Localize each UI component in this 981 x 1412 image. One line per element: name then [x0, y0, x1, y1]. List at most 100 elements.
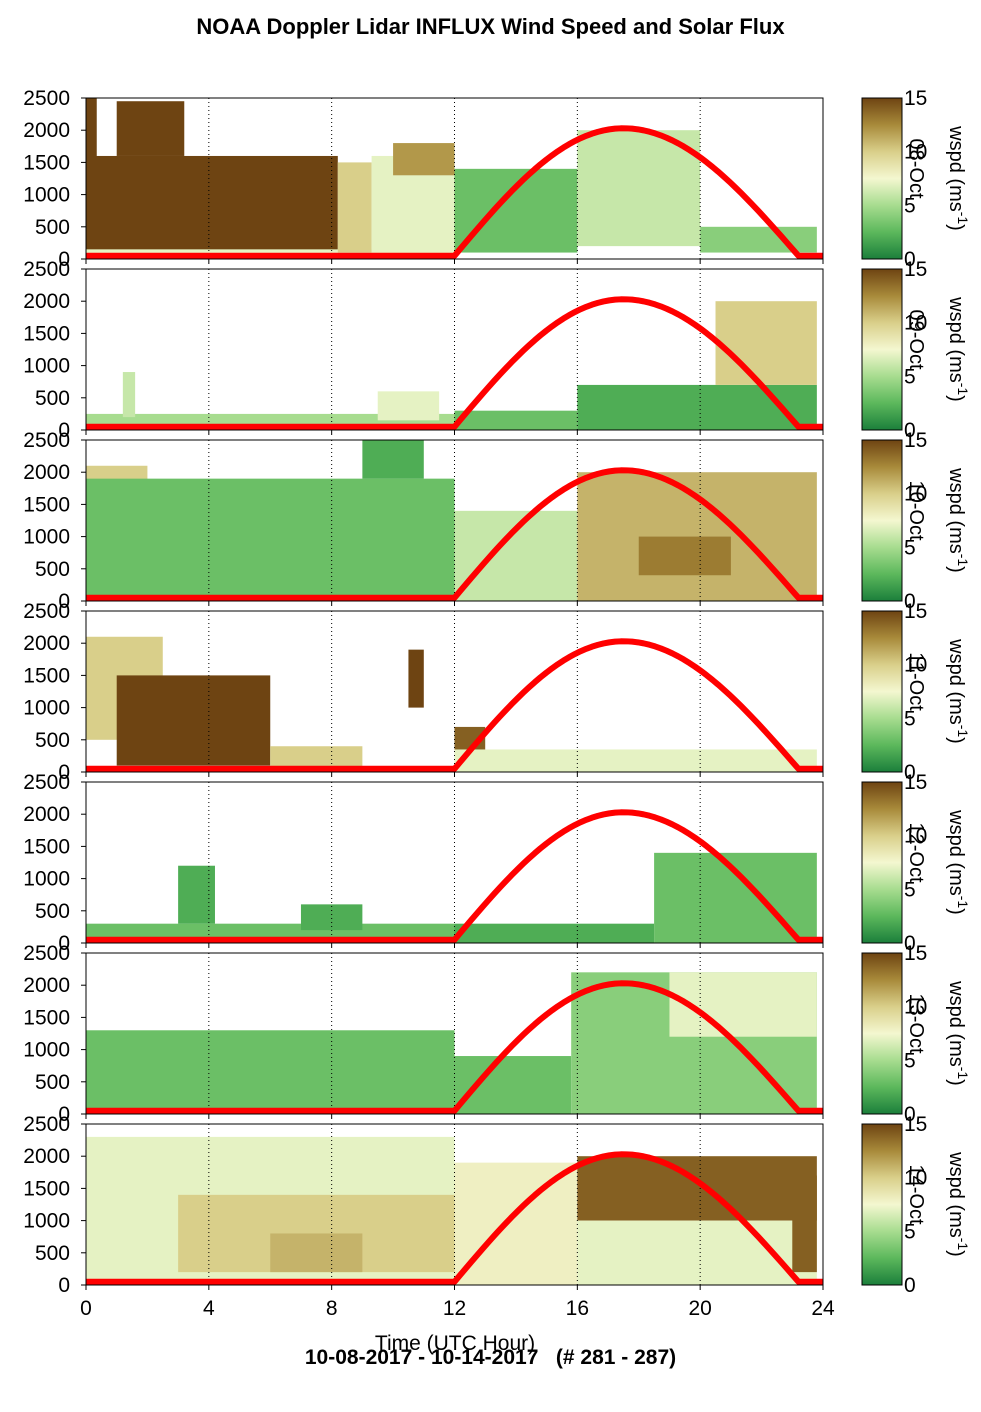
colorbar-tick-label: 0 — [904, 1274, 916, 1297]
panel-14-Oct: 0 500 1000 1500 2000 2500 0 5 10 15 14-Oct wspd (ms… — [23, 1113, 971, 1297]
day-label: 08-Oct — [905, 138, 927, 198]
colorbar-tick-label: 10 — [904, 996, 927, 1019]
colorbar-tick-label: 15 — [904, 942, 927, 965]
day-label: 13-Oct — [905, 993, 927, 1053]
colorbar-tick-label: 15 — [904, 771, 927, 794]
colorbar — [861, 439, 903, 602]
wspd-cell — [393, 143, 455, 176]
y-tick-label: 0 — [58, 1274, 70, 1297]
wspd-cell — [92, 155, 338, 253]
colorbar-label: wspd (ms-1) — [945, 980, 971, 1086]
y-tick-label: 2000 — [23, 803, 70, 826]
y-tick-label: 500 — [35, 729, 70, 752]
wspd-cell — [700, 226, 817, 253]
y-tick-label: 2500 — [23, 771, 70, 794]
y-tick-label: 2000 — [23, 461, 70, 484]
wspd-cell — [178, 865, 215, 924]
y-tick-label: 500 — [35, 216, 70, 239]
day-label: 09-Oct — [905, 309, 927, 369]
y-tick-label: 2500 — [23, 942, 70, 965]
solar-flux-curve — [86, 296, 823, 430]
wspd-cell — [86, 1030, 455, 1114]
wspd-cell — [270, 1233, 363, 1273]
y-tick-label: 2000 — [23, 119, 70, 142]
colorbar — [861, 610, 903, 773]
wspd-cell — [454, 1056, 572, 1114]
wspd-cell — [116, 101, 185, 156]
wspd-cell — [377, 391, 440, 421]
solar-flux-curve — [86, 467, 823, 601]
y-tick-label: 500 — [35, 900, 70, 923]
y-tick-label: 2500 — [23, 600, 70, 623]
colorbar-tick-label: 0 — [904, 761, 916, 784]
panel-08-Oct: 0 500 1000 1500 2000 2500 0 5 10 15 08-Oct wspd (ms… — [23, 87, 971, 271]
colorbar-tick-label: 15 — [904, 1113, 927, 1136]
date-range-footer: 10-08-2017 - 10-14-2017 (# 281 - 287) — [304, 1346, 677, 1369]
colorbar-tick-label: 10 — [904, 825, 927, 848]
colorbar-tick-label: 15 — [904, 600, 927, 623]
wspd-cell — [454, 923, 655, 943]
x-axis-label: Time (UTC Hour) — [374, 1332, 536, 1355]
colorbar — [861, 952, 903, 1115]
chart-title: NOAA Doppler Lidar INFLUX Wind Speed and… — [196, 14, 785, 39]
day-label: 12-Oct — [905, 822, 927, 882]
y-tick-label: 0 — [58, 419, 70, 442]
x-tick-label: 0 — [80, 1297, 92, 1320]
wspd-cell — [792, 1175, 817, 1273]
solar-flux-curve — [86, 1151, 823, 1285]
wspd-cell — [86, 478, 455, 601]
colorbar-tick-label: 0 — [904, 419, 916, 442]
wspd-cell — [577, 1156, 817, 1221]
y-tick-label: 500 — [35, 1071, 70, 1094]
panel-12-Oct: 0 500 1000 1500 2000 2500 0 5 10 15 12-Oct wspd (ms… — [23, 771, 971, 955]
y-tick-label: 1500 — [23, 1006, 70, 1029]
wspd-cell — [577, 130, 701, 247]
colorbar-tick-label: 5 — [904, 194, 916, 217]
colorbar-tick-label: 10 — [904, 1167, 927, 1190]
wspd-cell — [454, 749, 817, 772]
colorbar-tick-label: 0 — [904, 248, 916, 271]
y-tick-label: 2500 — [23, 429, 70, 452]
colorbar-tick-label: 5 — [904, 878, 916, 901]
colorbar-label: wspd (ms-1) — [945, 125, 971, 231]
colorbar-tick-label: 5 — [904, 1049, 916, 1072]
y-tick-label: 0 — [58, 248, 70, 271]
colorbar-tick-label: 15 — [904, 87, 927, 110]
y-tick-label: 500 — [35, 1242, 70, 1265]
y-tick-label: 1000 — [23, 1039, 70, 1062]
x-tick-label: 4 — [203, 1297, 215, 1320]
y-tick-label: 1500 — [23, 664, 70, 687]
x-tick-label: 16 — [566, 1297, 589, 1320]
panel-13-Oct: 0 500 1000 1500 2000 2500 0 5 10 15 13-Oct wspd (ms… — [23, 942, 971, 1126]
y-tick-label: 1500 — [23, 151, 70, 174]
y-tick-label: 0 — [58, 590, 70, 613]
colorbar — [861, 781, 903, 944]
wspd-cell — [86, 98, 97, 259]
wspd-cell — [715, 301, 817, 385]
wspd-cell — [362, 440, 424, 479]
wspd-cell — [408, 649, 424, 708]
colorbar-tick-label: 10 — [904, 483, 927, 506]
y-tick-label: 1000 — [23, 355, 70, 378]
y-tick-label: 2000 — [23, 290, 70, 313]
y-tick-label: 0 — [58, 932, 70, 955]
wspd-cell — [300, 904, 363, 931]
colorbar-tick-label: 10 — [904, 141, 927, 164]
colorbar-tick-label: 5 — [904, 536, 916, 559]
wspd-cell — [454, 510, 578, 601]
wspd-cell — [638, 536, 731, 576]
wspd-cell — [454, 168, 578, 253]
colorbar — [861, 97, 903, 260]
colorbar-tick-label: 5 — [904, 1220, 916, 1243]
x-tick-label: 12 — [443, 1297, 466, 1320]
colorbar-tick-label: 5 — [904, 365, 916, 388]
panel-09-Oct: 0 500 1000 1500 2000 2500 0 5 10 15 09-Oct wspd (ms… — [23, 258, 971, 442]
x-tick-label: 24 — [811, 1297, 835, 1320]
y-tick-label: 2500 — [23, 87, 70, 110]
colorbar-tick-label: 5 — [904, 707, 916, 730]
y-tick-label: 1000 — [23, 1210, 70, 1233]
y-tick-label: 0 — [58, 1103, 70, 1126]
y-tick-label: 1500 — [23, 493, 70, 516]
wspd-cell — [122, 372, 136, 418]
